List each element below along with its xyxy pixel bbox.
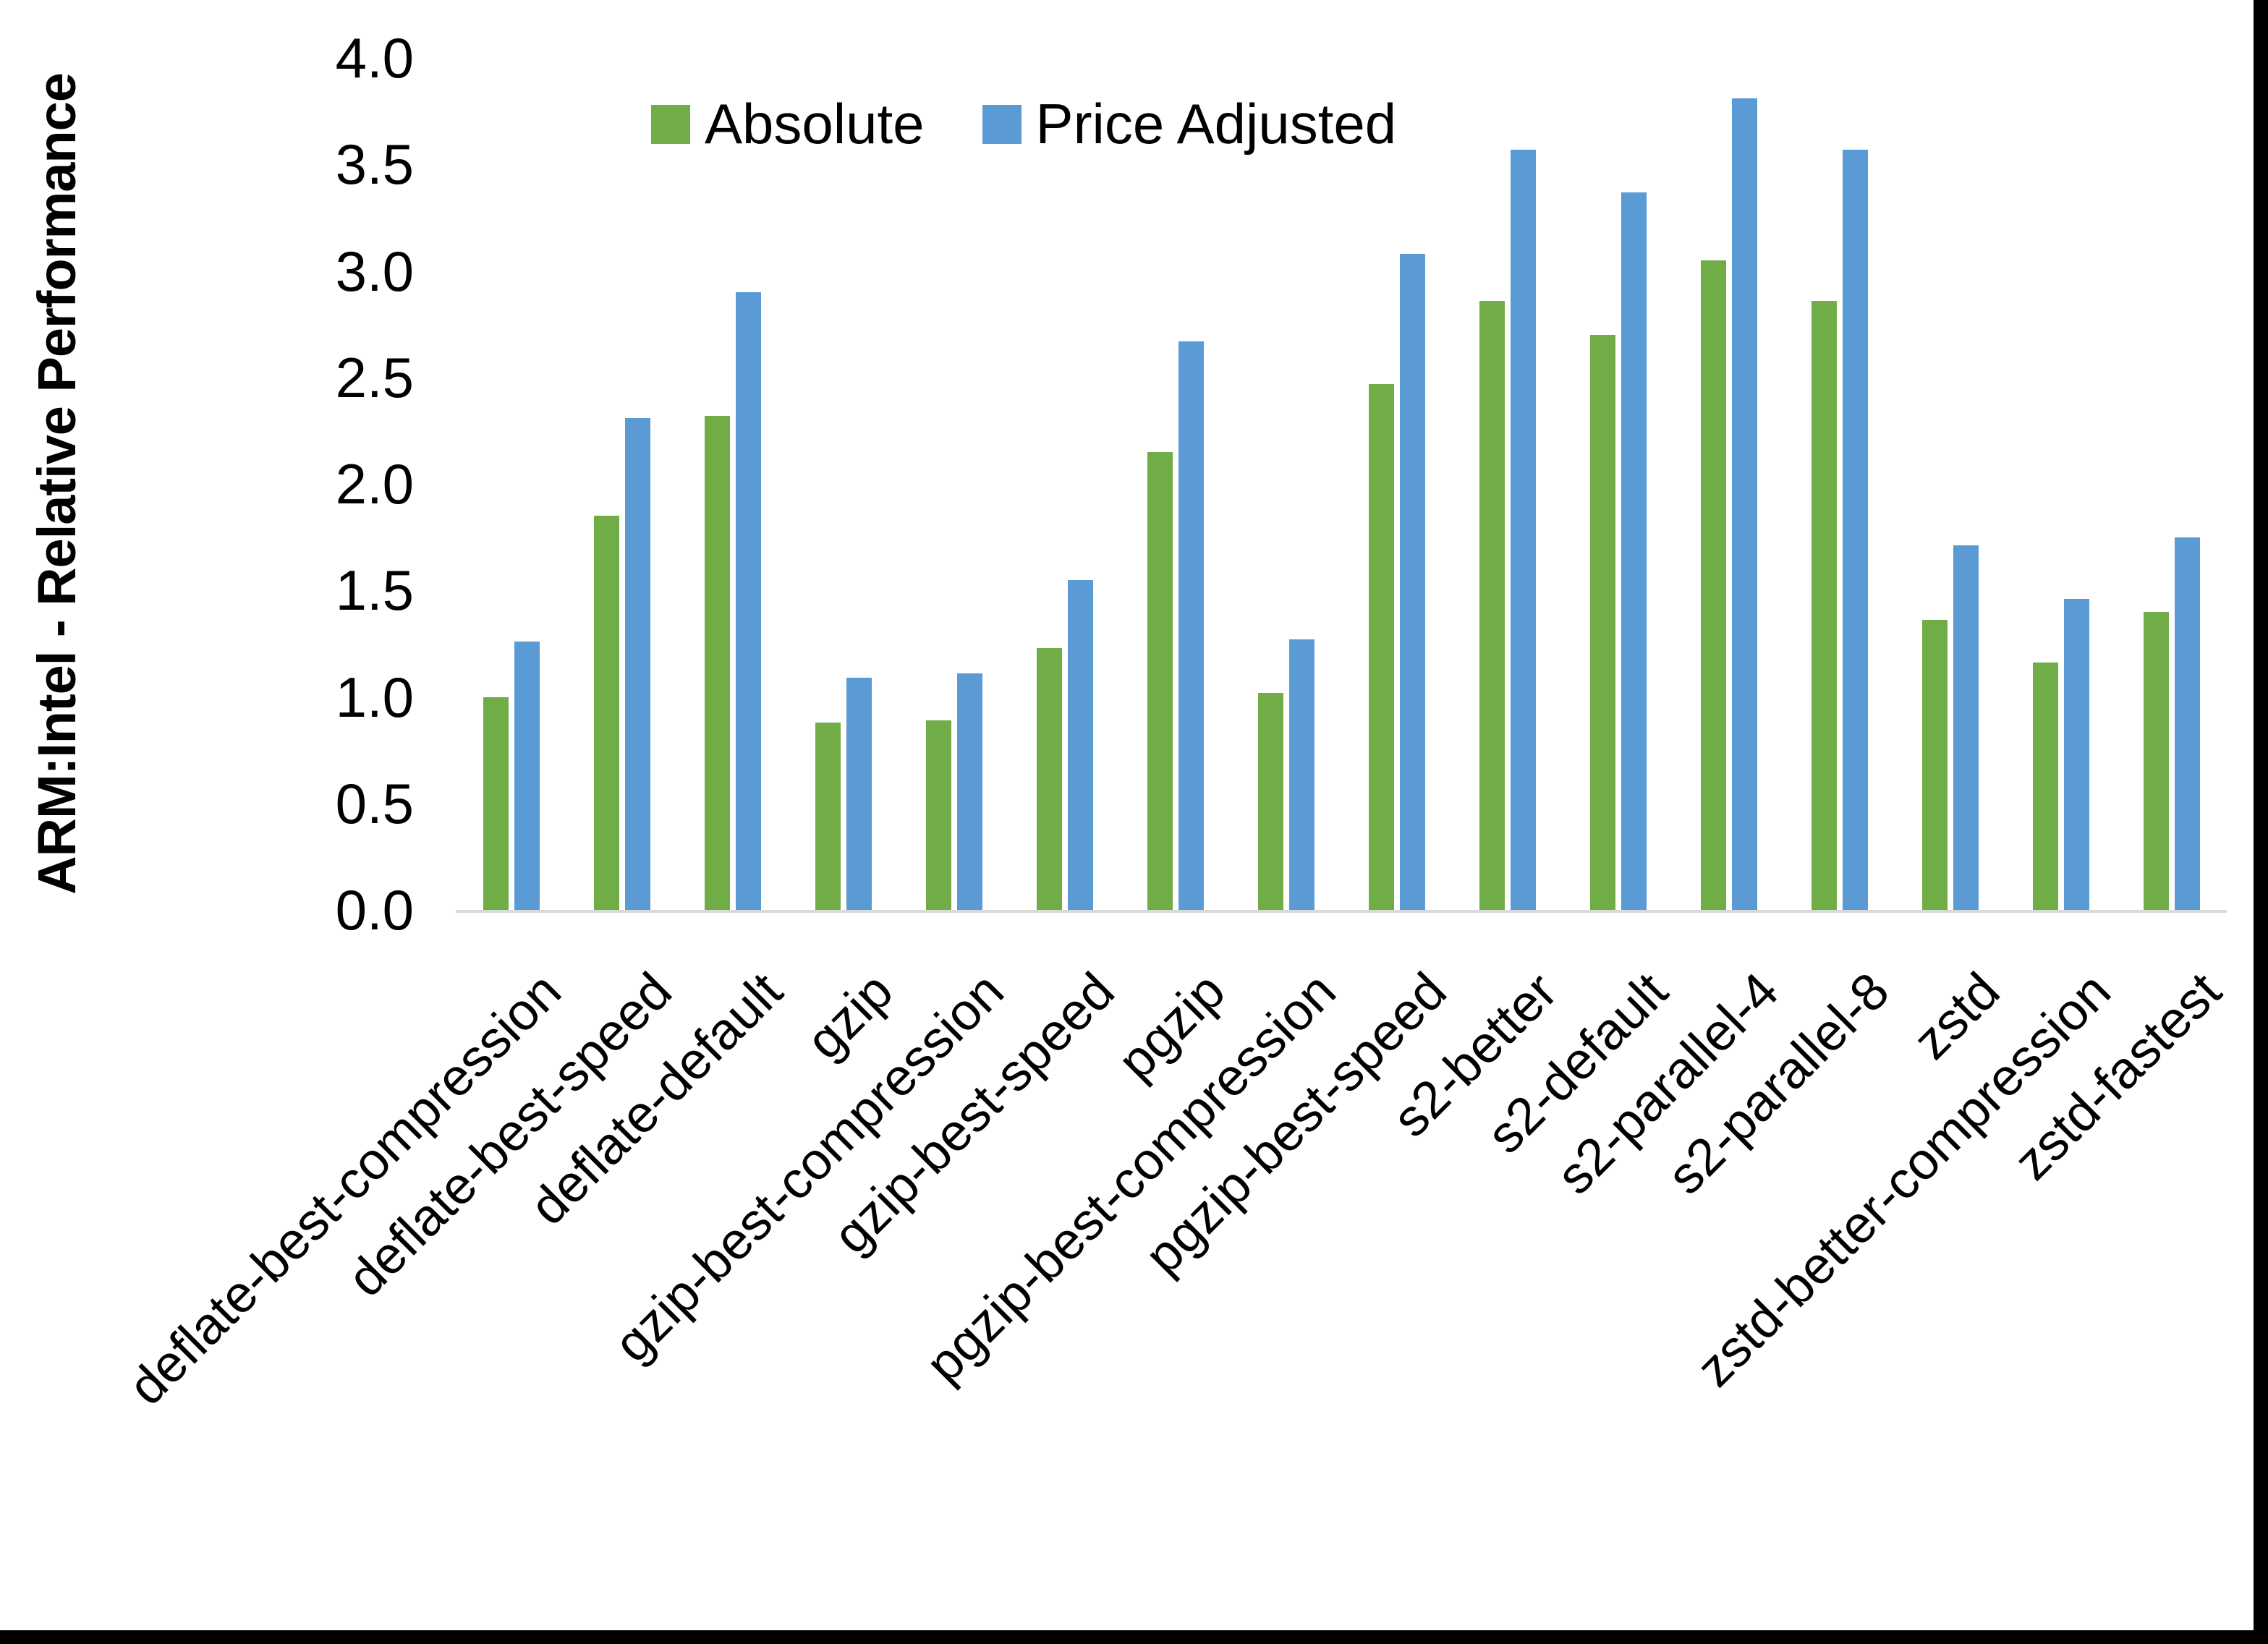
plot-area [456,58,2227,913]
bar-group [566,58,677,910]
bar-absolute [1589,334,1615,910]
bar-group [1231,58,1341,910]
y-tick-label: 2.0 [335,452,414,516]
bar-price-adjusted [2063,599,2089,910]
x-axis-label: deflate-best-compression [117,961,572,1417]
bar-absolute [925,720,951,910]
bar-absolute [1479,300,1505,910]
y-tick-label: 1.5 [335,558,414,623]
bar-group [1120,58,1231,910]
bar-absolute [593,516,619,910]
bar-absolute [1257,692,1283,910]
bar-price-adjusted [1399,253,1425,910]
legend-swatch-price-adjusted [982,104,1022,144]
bar-price-adjusted [1621,192,1647,910]
legend-item-price-adjusted: Price Adjusted [982,91,1397,157]
bar-price-adjusted [1731,98,1757,910]
bar-group [1895,58,2005,910]
legend-item-absolute: Absolute [651,91,925,157]
bar-absolute [2143,611,2169,910]
y-tick-label: 3.0 [335,239,414,303]
legend-swatch-absolute [651,104,690,144]
y-tick-label: 2.5 [335,345,414,409]
bar-absolute [1368,383,1394,910]
legend-label-price-adjusted: Price Adjusted [1035,92,1397,156]
bar-price-adjusted [1510,149,1536,910]
y-tick-label: 4.0 [335,26,414,90]
bar-group [2005,58,2116,910]
bar-group [1452,58,1563,910]
bar-group [1784,58,1895,910]
screen-edge-bottom [0,1630,2268,1644]
bar-group [1341,58,1452,910]
bar-price-adjusted [1178,341,1204,910]
bar-price-adjusted [956,673,982,910]
bar-absolute [1700,260,1726,910]
bar-absolute [1036,647,1062,910]
legend: Absolute Price Adjusted [651,91,1396,157]
bar-price-adjusted [846,678,872,910]
y-tick-label: 0.0 [335,878,414,942]
bar-absolute [704,415,730,910]
bar-price-adjusted [1842,149,1868,910]
bar-group [2116,58,2227,910]
bar-group [1009,58,1120,910]
bar-price-adjusted [514,641,540,910]
screen-edge-right [2254,0,2268,1644]
bar-absolute [1921,620,1948,910]
bar-absolute [2032,663,2058,910]
y-tick-label: 3.5 [335,132,414,197]
bar-price-adjusted [1288,639,1314,910]
bar-price-adjusted [735,291,761,910]
bar-price-adjusted [1067,579,1093,910]
bar-absolute [1811,300,1837,910]
bar-group [899,58,1009,910]
y-tick-label: 1.0 [335,665,414,729]
legend-label-absolute: Absolute [705,92,925,156]
bar-absolute [483,697,509,910]
bar-price-adjusted [1953,545,1979,910]
bar-absolute [815,722,841,910]
bar-group [456,58,566,910]
bar-group [788,58,899,910]
bar-price-adjusted [624,417,650,910]
bar-group [677,58,788,910]
bar-group [1673,58,1784,910]
bar-absolute [1147,451,1173,910]
bar-price-adjusted [2174,537,2200,910]
y-tick-label: 0.5 [335,771,414,835]
bar-group [1563,58,1673,910]
